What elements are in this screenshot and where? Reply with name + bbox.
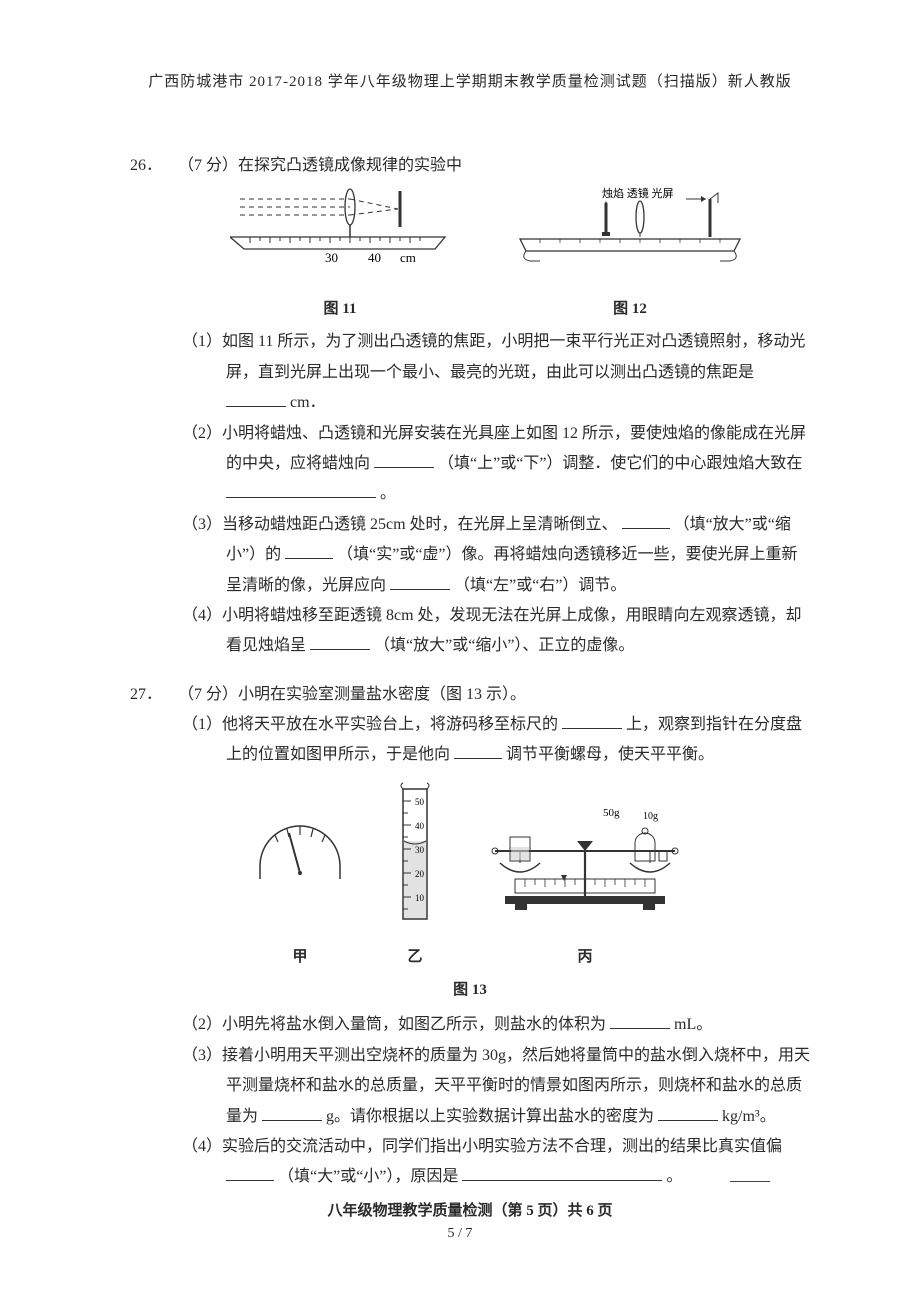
- q27-p4-text-b: （填“大”或“小”），原因是: [278, 1168, 458, 1185]
- q26-p2-text-c: 。: [380, 485, 396, 502]
- figure-12-caption: 图 12: [510, 295, 750, 324]
- q27-p2-text-b: mL。: [674, 1016, 712, 1033]
- q26-part3: （3）当移动蜡烛距凸透镜 25cm 处时，在光屏上呈清晰倒立、 （填“放大”或“…: [182, 510, 810, 601]
- question-27: 27． （7 分） 小明在实验室测量盐水密度（图 13 示）。 （1）他将天平放…: [130, 680, 810, 1226]
- blank: [262, 1104, 322, 1120]
- figure-11-svg: 30 40 cm: [230, 187, 450, 282]
- q26-part1: （1）如图 11 所示，为了测出凸透镜的焦距，小明把一束平行光正对凸透镜照射，移…: [182, 327, 810, 418]
- q27-p4-text-a: （4）实验后的交流活动中，同学们指出小明实验方法不合理，测出的结果比真实值偏: [182, 1138, 782, 1155]
- q27-p4-text-c: 。: [666, 1168, 682, 1185]
- blank: [374, 452, 434, 468]
- q26-p3-text-d: （填“左”或“右”）调节。: [454, 577, 626, 594]
- blank: [285, 543, 333, 559]
- fig11-scale-unit: cm: [400, 250, 416, 265]
- q26-points: （7 分）: [178, 151, 238, 181]
- blank: [390, 573, 450, 589]
- figure-13b: 50 40 30 20 10 乙: [385, 781, 445, 972]
- blank: [562, 713, 622, 729]
- q27-part1: （1）他将天平放在水平实验台上，将游码移至标尺的 上，观察到指针在分度盘上的位置…: [182, 710, 810, 771]
- page-number: 5 / 7: [0, 1226, 920, 1242]
- figure-13b-svg: 50 40 30 20 10: [385, 781, 445, 931]
- svg-text:10g: 10g: [643, 811, 658, 822]
- q26-p3-text-a: （3）当移动蜡烛距凸透镜 25cm 处时，在光屏上呈清晰倒立、: [182, 516, 618, 533]
- fig11-scale-30: 30: [325, 250, 338, 265]
- figure-11-caption: 图 11: [230, 295, 450, 324]
- q26-head: 26． （7 分） 在探究凸透镜成像规律的实验中: [130, 151, 810, 181]
- figure-13c-caption: 丙: [475, 943, 695, 972]
- figure-13a: 甲: [245, 811, 355, 972]
- q26-figures-row: 30 40 cm 图 11 烛焰 透镜 光屏: [170, 187, 810, 323]
- blank: [454, 743, 502, 759]
- svg-text:10: 10: [415, 893, 425, 903]
- q27-number: 27．: [130, 680, 178, 710]
- q27-title: 小明在实验室测量盐水密度（图 13 示）。: [238, 680, 526, 710]
- figure-12-svg: 烛焰 透镜 光屏: [510, 187, 750, 282]
- page-header: 广西防城港市 2017-2018 学年八年级物理上学期期末教学质量检测试题（扫描…: [130, 70, 810, 91]
- q26-part2: （2）小明将蜡烛、凸透镜和光屏安装在光具座上如图 12 所示，要使烛焰的像能成在…: [182, 419, 810, 510]
- svg-text:40: 40: [415, 821, 425, 831]
- q27-p3-text-b: g。请你根据以上实验数据计算出盐水的密度为: [326, 1108, 654, 1125]
- figure-12: 烛焰 透镜 光屏: [510, 187, 750, 323]
- q27-p1-text-a: （1）他将天平放在水平实验台上，将游码移至标尺的: [182, 716, 558, 733]
- blank: [226, 391, 286, 407]
- question-26: 26． （7 分） 在探究凸透镜成像规律的实验中: [130, 151, 810, 662]
- fig11-scale-40: 40: [368, 250, 381, 265]
- figure-13a-svg: [245, 811, 355, 931]
- q27-figures-row: 甲: [130, 781, 810, 972]
- q27-head: 27． （7 分） 小明在实验室测量盐水密度（图 13 示）。: [130, 680, 810, 710]
- blank: [610, 1013, 670, 1029]
- q26-p1-text-a: （1）如图 11 所示，为了测出凸透镜的焦距，小明把一束平行光正对凸透镜照射，移…: [182, 333, 805, 380]
- exam-page: 广西防城港市 2017-2018 学年八年级物理上学期期末教学质量检测试题（扫描…: [0, 0, 920, 1302]
- figure-13-caption: 图 13: [130, 976, 810, 1005]
- scan-footer: 八年级物理教学质量检测（第 5 页）共 6 页: [130, 1197, 810, 1226]
- q27-points: （7 分）: [178, 680, 238, 710]
- blank: [226, 482, 376, 498]
- figure-13c-svg: 50g 10g: [475, 801, 695, 931]
- figure-13a-caption: 甲: [245, 943, 355, 972]
- svg-text:20: 20: [415, 869, 425, 879]
- q26-part4: （4）小明将蜡烛移至距透镜 8cm 处，发现无法在光屏上成像，用眼睛向左观察透镜…: [182, 601, 810, 662]
- figure-11: 30 40 cm 图 11: [230, 187, 450, 323]
- figure-13b-caption: 乙: [385, 943, 445, 972]
- blank: [310, 634, 370, 650]
- blank: [226, 1165, 274, 1181]
- blank: [462, 1165, 662, 1181]
- q27-part4: （4）实验后的交流活动中，同学们指出小明实验方法不合理，测出的结果比真实值偏 （…: [182, 1132, 810, 1193]
- blank: [622, 513, 670, 529]
- q26-p2-text-b: （填“上”或“下”）调整．使它们的中心跟烛焰大致在: [438, 455, 802, 472]
- blank: [658, 1104, 718, 1120]
- figure-13c: 50g 10g: [475, 801, 695, 972]
- q27-p1-text-c: 调节平衡螺母，使天平平衡。: [506, 746, 714, 763]
- decorative-dash: [730, 1181, 770, 1182]
- q26-p1-text-b: cm．: [290, 394, 326, 411]
- q26-title: 在探究凸透镜成像规律的实验中: [238, 151, 462, 181]
- svg-text:30: 30: [415, 845, 425, 855]
- q26-p4-text-b: （填“放大”或“缩小”）、正立的虚像。: [374, 637, 634, 654]
- q26-number: 26．: [130, 151, 178, 181]
- svg-text:50g: 50g: [603, 807, 620, 819]
- q27-p2-text-a: （2）小明先将盐水倒入量筒，如图乙所示，则盐水的体积为: [182, 1016, 606, 1033]
- svg-text:50: 50: [415, 797, 425, 807]
- q27-part3: （3）接着小明用天平测出空烧杯的质量为 30g，然后她将量筒中的盐水倒入烧杯中，…: [182, 1041, 810, 1132]
- q27-part2: （2）小明先将盐水倒入量筒，如图乙所示，则盐水的体积为 mL。: [182, 1010, 810, 1040]
- fig12-labels: 烛焰 透镜 光屏: [602, 187, 674, 200]
- q27-p3-text-c: kg/m³。: [722, 1108, 776, 1125]
